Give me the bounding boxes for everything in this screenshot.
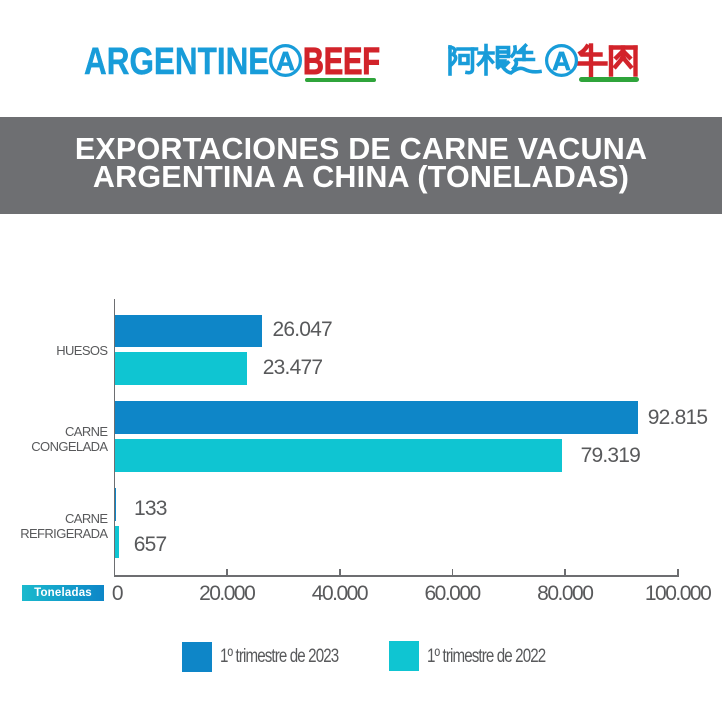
svg-text:A: A <box>552 46 571 76</box>
svg-text:A: A <box>276 46 295 76</box>
